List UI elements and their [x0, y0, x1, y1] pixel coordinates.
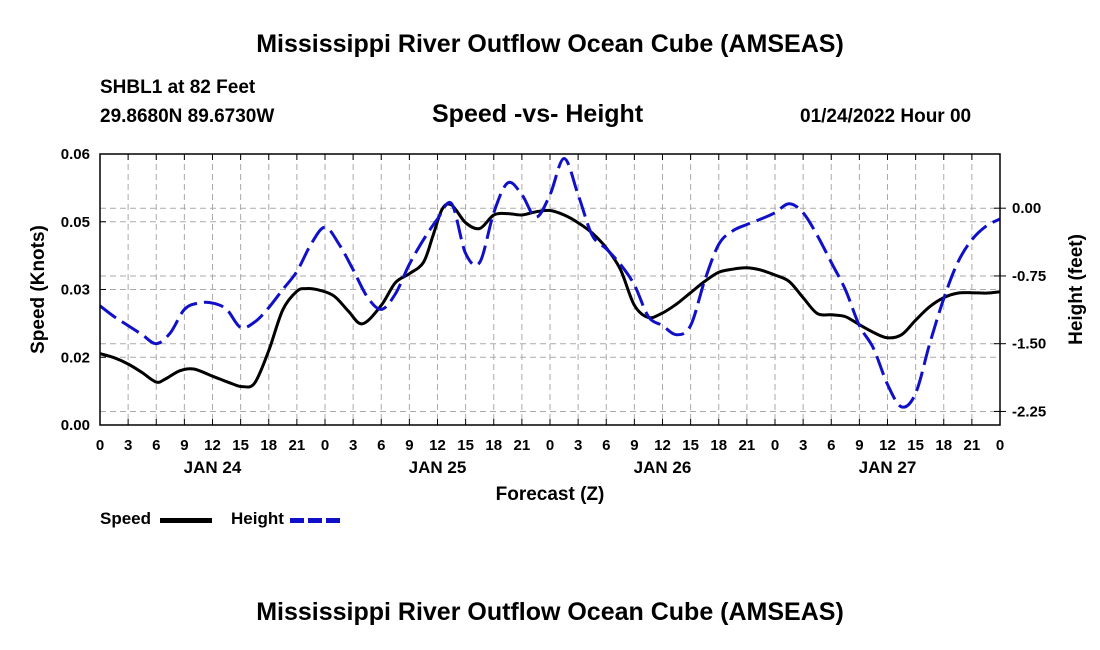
x-tick-label: 0: [771, 437, 779, 454]
x-tick-label: 9: [630, 437, 638, 454]
ticks: 0 3 6 9 12 15 18 21 0 3 6 9 12 15 18 21 0 3 6 9 12 15 18 21 0 3 6 9…: [61, 146, 1046, 477]
y-axis-right-label: Height (feet): [1066, 234, 1087, 345]
y-left-tick-label: 0.02: [61, 349, 90, 366]
day-label: JAN 27: [859, 458, 917, 477]
coordinates-label: 29.8680N 89.6730W: [100, 106, 275, 127]
x-tick-label: 15: [682, 437, 699, 454]
x-tick-label: 12: [204, 437, 221, 454]
x-tick-label: 9: [405, 437, 413, 454]
x-axis-label: Forecast (Z): [496, 484, 605, 505]
grid: [100, 154, 1000, 425]
y-right-tick-label: -1.50: [1012, 336, 1046, 353]
x-tick-label: 3: [124, 437, 132, 454]
x-tick-label: 12: [654, 437, 671, 454]
legend-speed-label: Speed: [100, 509, 152, 528]
series-layer: [99, 157, 1001, 409]
y-right-tick-label: -0.75: [1012, 268, 1046, 285]
chart-title: Mississippi River Outflow Ocean Cube (AM…: [256, 30, 844, 58]
x-tick-label: 0: [546, 437, 554, 454]
x-tick-label: 18: [710, 437, 727, 454]
x-tick-label: 18: [935, 437, 952, 454]
series-line-height: [99, 157, 1001, 409]
day-label: JAN 26: [634, 458, 692, 477]
x-tick-label: 21: [289, 437, 306, 454]
x-tick-label: 0: [321, 437, 329, 454]
footer-title: Mississippi River Outflow Ocean Cube (AM…: [256, 598, 844, 626]
y-left-tick-label: 0.06: [61, 146, 90, 163]
y-left-tick-label: 0.00: [61, 417, 90, 434]
legend-speed-swatch: [160, 518, 212, 523]
x-tick-label: 9: [855, 437, 863, 454]
x-tick-label: 15: [232, 437, 249, 454]
datetime-label: 01/24/2022 Hour 00: [800, 106, 972, 127]
x-tick-label: 9: [180, 437, 188, 454]
x-tick-label: 6: [602, 437, 610, 454]
y-right-tick-label: -2.25: [1012, 403, 1046, 420]
y-axis-left-label: Speed (Knots): [28, 225, 49, 354]
y-right-tick-label: 0.00: [1012, 200, 1041, 217]
x-tick-label: 21: [964, 437, 981, 454]
x-tick-label: 15: [457, 437, 474, 454]
x-tick-label: 6: [152, 437, 160, 454]
y-left-tick-label: 0.03: [61, 282, 90, 299]
day-label: JAN 24: [184, 458, 242, 477]
x-tick-label: 3: [349, 437, 357, 454]
x-tick-label: 18: [260, 437, 277, 454]
x-tick-label: 3: [574, 437, 582, 454]
legend-height-swatch: [290, 518, 342, 523]
legend-height-label: Height: [231, 509, 284, 528]
x-tick-label: 21: [514, 437, 531, 454]
x-tick-label: 0: [996, 437, 1004, 454]
x-tick-label: 21: [739, 437, 756, 454]
x-tick-label: 3: [799, 437, 807, 454]
station-label: SHBL1 at 82 Feet: [100, 77, 256, 98]
x-tick-label: 18: [485, 437, 502, 454]
chart-subtitle: Speed -vs- Height: [432, 100, 644, 128]
x-tick-label: 6: [377, 437, 385, 454]
x-tick-label: 0: [96, 437, 104, 454]
x-tick-label: 12: [879, 437, 896, 454]
x-tick-label: 12: [429, 437, 446, 454]
x-tick-label: 15: [907, 437, 924, 454]
y-left-tick-label: 0.05: [61, 214, 90, 231]
day-label: JAN 25: [409, 458, 467, 477]
x-tick-label: 6: [827, 437, 835, 454]
